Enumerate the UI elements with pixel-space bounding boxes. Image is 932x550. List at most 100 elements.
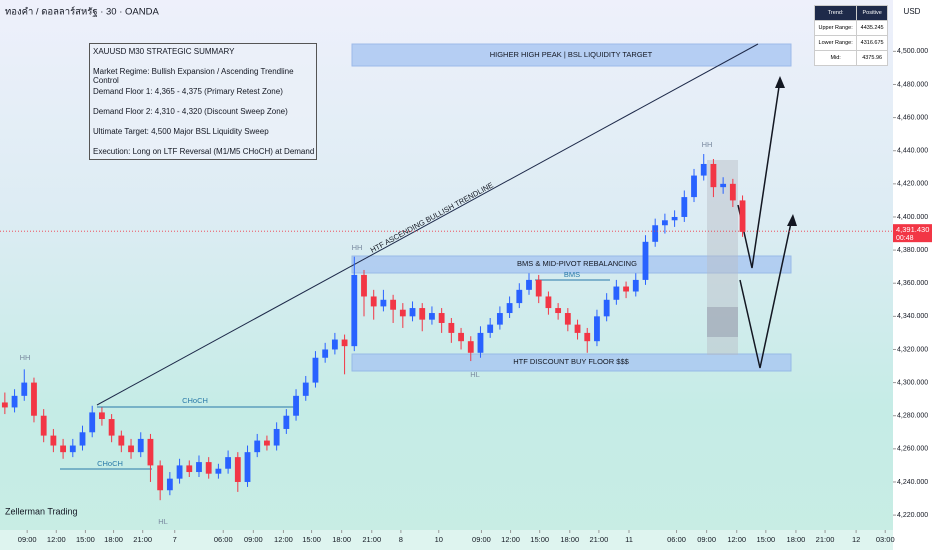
candle-body <box>79 432 86 446</box>
candle-body <box>331 339 338 350</box>
symbol-title: ทองคำ / ดอลลาร์สหรัฐ · 30 · OANDA <box>5 6 159 18</box>
candle-body <box>137 438 144 453</box>
candle-body <box>448 322 455 333</box>
candle-body <box>623 286 629 292</box>
price-axis-bg <box>893 0 932 550</box>
y-tick-label: 4,400.000 <box>897 214 928 221</box>
candle-body <box>128 445 134 453</box>
x-tick-label: 12:00 <box>501 535 520 544</box>
candle-body <box>429 313 435 320</box>
candle-body <box>225 457 232 469</box>
cell: 4435.245 <box>856 20 888 36</box>
x-tick-label: 21:00 <box>133 535 152 544</box>
summary-line: Demand Floor 2: 4,310 - 4,320 (Discount … <box>93 107 288 116</box>
y-tick-label: 4,480.000 <box>897 81 928 88</box>
cell: Upper Range: <box>813 20 858 36</box>
candle-body <box>264 440 270 446</box>
hh-label: HH <box>352 243 363 252</box>
candle-body <box>254 440 261 453</box>
trendline <box>96 43 759 406</box>
y-tick-label: 4,440.000 <box>897 148 928 155</box>
x-tick-label: 15:00 <box>530 535 549 544</box>
y-tick-label: 4,240.000 <box>897 479 928 486</box>
candle-body <box>458 332 464 342</box>
x-tick-label: 03:00 <box>876 535 895 544</box>
y-tick-label: 4,420.000 <box>897 181 928 188</box>
countdown: 00:48 <box>896 235 914 242</box>
choch-label: CHoCH <box>182 396 208 405</box>
candle-body <box>341 339 348 347</box>
x-tick-label: 09:00 <box>244 535 263 544</box>
x-tick-label: 18:00 <box>560 535 579 544</box>
candle-body <box>21 382 28 396</box>
cell: Mid: <box>813 50 858 66</box>
x-tick-label: 18:00 <box>332 535 351 544</box>
zones: HIGHER HIGH PEAK | BSL LIQUIDITY TARGET … <box>351 43 792 372</box>
candle-body <box>729 183 736 201</box>
candle-body <box>40 415 47 436</box>
candle-body <box>632 279 639 292</box>
candle-body <box>710 163 717 188</box>
x-tick-label: 12 <box>852 535 860 544</box>
x-tick-label: 09:00 <box>697 535 716 544</box>
x-tick-label: 21:00 <box>590 535 609 544</box>
candle-body <box>147 438 154 466</box>
candle-body <box>11 395 18 408</box>
x-tick-label: 8 <box>399 535 403 544</box>
y-tick-label: 4,360.000 <box>897 280 928 287</box>
candle-body <box>564 313 571 325</box>
candle-body <box>215 468 222 474</box>
summary-box: XAUUSD M30 STRATEGIC SUMMARY Market Regi… <box>89 43 317 160</box>
x-tick-label: 09:00 <box>472 535 491 544</box>
y-tick-label: 4,300.000 <box>897 379 928 386</box>
y-tick-label: 4,460.000 <box>897 114 928 121</box>
candle-body <box>700 163 707 176</box>
summary-line: Execution: Long on LTF Reversal (M1/M5 C… <box>93 147 315 156</box>
cell: 4375.96 <box>856 50 888 66</box>
zone <box>351 43 792 67</box>
candle-body <box>526 279 532 290</box>
last-price-tag <box>893 224 932 243</box>
zone <box>351 255 792 274</box>
y-tick-label: 4,340.000 <box>897 313 928 320</box>
time-axis-bg <box>0 530 893 550</box>
candle-body <box>380 299 387 307</box>
candle-body <box>157 465 164 491</box>
candle-body <box>535 279 542 297</box>
last-price-label: 4,391.430 <box>896 225 929 234</box>
hh-label: HH <box>702 140 713 149</box>
candle-body <box>166 478 173 491</box>
x-tick-label: 12:00 <box>727 535 746 544</box>
candle-body <box>691 175 697 198</box>
cell: 4316.675 <box>856 35 888 51</box>
candle-body <box>487 324 494 333</box>
candle-body <box>584 332 591 342</box>
candle-body <box>419 308 426 320</box>
candle-body <box>739 200 746 232</box>
candle-body <box>661 220 668 226</box>
candle-body <box>50 435 57 446</box>
candle-body <box>594 316 600 342</box>
candle-body <box>1 402 8 408</box>
x-tick-label: 12:00 <box>274 535 293 544</box>
candle-body <box>574 324 581 333</box>
candle-body <box>477 332 484 353</box>
x-tick-label: 21:00 <box>362 535 381 544</box>
x-tick-label: 15:00 <box>756 535 775 544</box>
candle-body <box>205 462 212 474</box>
candle-body <box>409 308 416 317</box>
zone <box>351 353 792 372</box>
candle-body <box>438 313 445 323</box>
y-tick-label: 4,280.000 <box>897 413 928 420</box>
candle-body <box>370 296 377 307</box>
candle-body <box>467 341 474 353</box>
cell: Trend: <box>813 5 858 21</box>
summary-line: Ultimate Target: 4,500 Major BSL Liquidi… <box>93 127 269 136</box>
candle-body <box>31 382 37 416</box>
candle-body <box>293 395 299 416</box>
y-tick-label: 4,220.000 <box>897 512 928 519</box>
candle-body <box>642 241 649 280</box>
y-tick-label: 4,260.000 <box>897 446 928 453</box>
x-tick-label: 11 <box>625 535 633 544</box>
candle-body <box>603 299 610 317</box>
